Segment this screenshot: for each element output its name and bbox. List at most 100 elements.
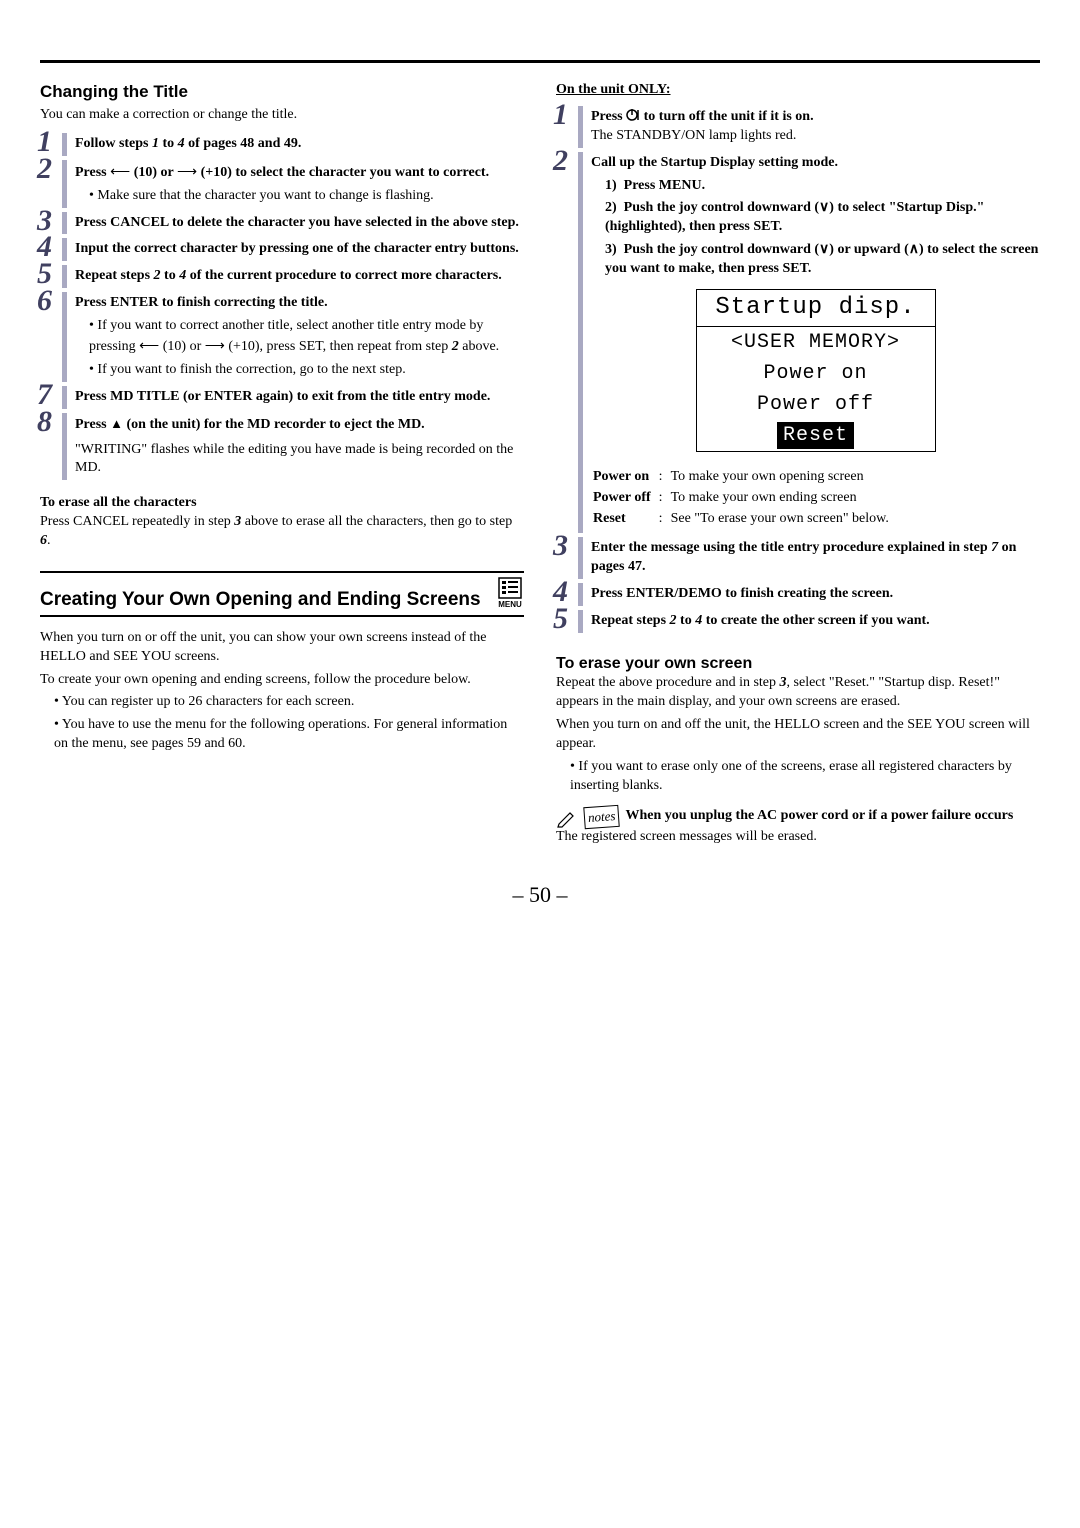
- r-num-2: 2: [553, 146, 568, 176]
- erase-own-p1: Repeat the above procedure and in step 3…: [556, 674, 1040, 712]
- step3-text: Press CANCEL to delete the character you…: [75, 214, 524, 233]
- r-num-3: 3: [553, 531, 568, 561]
- step-7: 7 Press MD TITLE (or ENTER again) to exi…: [62, 386, 524, 409]
- creating-screens-head: Creating Your Own Opening and Ending Scr…: [40, 589, 481, 611]
- s6b1b: (10) or: [159, 339, 205, 354]
- step1-text-d: 4: [178, 136, 185, 151]
- eop1s: 3: [780, 675, 787, 690]
- s8a: Press: [75, 417, 110, 432]
- eject-icon: ▲: [110, 416, 123, 431]
- erase-own-head: To erase your own screen: [556, 653, 1040, 675]
- changing-title-intro: You can make a correction or change the …: [40, 106, 524, 125]
- lcd-l3: Power on: [697, 358, 935, 389]
- pon-r: To make your own opening screen: [671, 468, 895, 487]
- r-step-5: 5 Repeat steps 2 to 4 to create the othe…: [578, 610, 1040, 633]
- r2-1: 1) Press MENU.: [605, 177, 1040, 196]
- left-column: Changing the Title You can make a correc…: [40, 81, 524, 850]
- creating-screens-headwrap: Creating Your Own Opening and Ending Scr…: [40, 571, 524, 617]
- pencil-icon: [556, 806, 578, 828]
- top-rule: [40, 60, 1040, 63]
- step-2: 2 Press ⟵ (10) or ⟶ (+10) to select the …: [62, 160, 524, 208]
- pon-l: Power on: [593, 468, 657, 487]
- r-step-4: 4 Press ENTER/DEMO to finish creating th…: [578, 583, 1040, 606]
- step6-text: Press ENTER to finish correcting the tit…: [75, 294, 524, 313]
- s6b1d: above.: [459, 339, 499, 354]
- create-b2: • You have to use the menu for the follo…: [54, 716, 524, 754]
- step6-bullet2: • If you want to finish the correction, …: [89, 361, 524, 380]
- r-num-5: 5: [553, 604, 568, 634]
- r-step-2: 2 Call up the Startup Display setting mo…: [578, 152, 1040, 533]
- r2: Call up the Startup Display setting mode…: [591, 154, 1040, 173]
- menu-label: MENU: [498, 600, 522, 609]
- changing-title-steps: 1 Follow steps 1 to 4 of pages 48 and 49…: [40, 133, 524, 480]
- rst-r: See "To erase your own screen" below.: [671, 510, 895, 529]
- step-3: 3 Press CANCEL to delete the character y…: [62, 212, 524, 235]
- r5e: to create the other screen if you want.: [702, 613, 929, 628]
- r2-2t: Push the joy control downward (∨) to sel…: [605, 200, 984, 234]
- create-b1: • You can register up to 26 characters f…: [54, 693, 524, 712]
- r2-3: 3) Push the joy control downward (∨) or …: [605, 241, 1040, 279]
- eab3: .: [47, 533, 51, 548]
- s8c: "WRITING" flashes while the editing you …: [75, 441, 524, 479]
- page-number: – 50 –: [40, 880, 1040, 910]
- eab-step6: 6: [40, 533, 47, 548]
- r-num-1: 1: [553, 100, 568, 130]
- s6b1c: (+10), press SET, then repeat from step: [225, 339, 452, 354]
- r3a: Enter the message using the title entry …: [591, 540, 991, 555]
- step-8: 8 Press ▲ (on the unit) for the MD recor…: [62, 413, 524, 481]
- step2-a: Press: [75, 165, 110, 180]
- create-intro1: When you turn on or off the unit, you ca…: [40, 629, 524, 667]
- step5-e: of the current procedure to correct more…: [186, 268, 502, 283]
- create-intro2: To create your own opening and ending sc…: [40, 671, 524, 690]
- r5a: Repeat steps: [591, 613, 670, 628]
- erase-all-body: Press CANCEL repeatedly in step 3 above …: [40, 513, 524, 551]
- s6b1step: 2: [452, 339, 459, 354]
- left-arrow-icon: ⟵: [110, 163, 130, 179]
- right-arrow-icon: ⟶: [177, 163, 197, 179]
- r1a: Press: [591, 109, 626, 124]
- r5b: 2: [670, 613, 677, 628]
- lcd-l2: <USER MEMORY>: [697, 327, 935, 358]
- r2-1t: Press MENU.: [624, 178, 705, 193]
- page-columns: Changing the Title You can make a correc…: [40, 81, 1040, 850]
- note-head: When you unplug the AC power cord or if …: [625, 807, 1013, 826]
- create-b1-t: You can register up to 26 characters for…: [62, 694, 354, 709]
- step-5: 5 Repeat steps 2 to 4 of the current pro…: [62, 265, 524, 288]
- rst-l: Reset: [593, 510, 657, 529]
- step2-bullet: • Make sure that the character you want …: [89, 187, 524, 206]
- eab1: Press CANCEL repeatedly in step: [40, 514, 234, 529]
- step7-text: Press MD TITLE (or ENTER again) to exit …: [75, 388, 524, 407]
- menu-icon: MENU: [496, 577, 524, 611]
- r2-2: 2) Push the joy control downward (∨) to …: [605, 199, 1040, 237]
- changing-title-head: Changing the Title: [40, 81, 524, 104]
- step6-bullet1: • If you want to correct another title, …: [89, 317, 524, 357]
- step2-c: (+10) to select the character you want t…: [197, 165, 489, 180]
- left-arrow-icon: ⟵: [139, 337, 159, 353]
- r4: Press ENTER/DEMO to finish creating the …: [591, 585, 1040, 604]
- step5-b: 2: [154, 268, 161, 283]
- r1c: The STANDBY/ON lamp lights red.: [591, 127, 1040, 146]
- eob1: If you want to erase only one of the scr…: [570, 759, 1012, 793]
- step4-text: Input the correct character by pressing …: [75, 240, 524, 259]
- step2-b: (10) or: [130, 165, 177, 180]
- power-icon: [626, 108, 640, 122]
- step1-text-b: 1: [152, 136, 159, 151]
- step-num-6: 6: [37, 286, 52, 316]
- eop1a: Repeat the above procedure and in step: [556, 675, 780, 690]
- step5-a: Repeat steps: [75, 268, 154, 283]
- s8b: (on the unit) for the MD recorder to eje…: [123, 417, 425, 432]
- step-num-2: 2: [37, 154, 52, 184]
- create-b2-t: You have to use the menu for the followi…: [54, 717, 507, 751]
- step1-text-a: Follow steps: [75, 136, 152, 151]
- r2-3t: Push the joy control downward (∨) or upw…: [605, 242, 1038, 276]
- eab2: above to erase all the characters, then …: [241, 514, 512, 529]
- r-step-1: 1 Press to turn off the unit if it is on…: [578, 106, 1040, 148]
- r5c: to: [677, 613, 696, 628]
- step-1: 1 Follow steps 1 to 4 of pages 48 and 49…: [62, 133, 524, 156]
- notes-icon: notes: [583, 805, 620, 829]
- step1-text-e: of pages 48 and 49.: [185, 136, 302, 151]
- poff-l: Power off: [593, 489, 657, 508]
- lcd-l5row: Reset: [697, 420, 935, 451]
- r1b: to turn off the unit if it is on.: [644, 109, 814, 124]
- erase-all-head: To erase all the characters: [40, 494, 524, 513]
